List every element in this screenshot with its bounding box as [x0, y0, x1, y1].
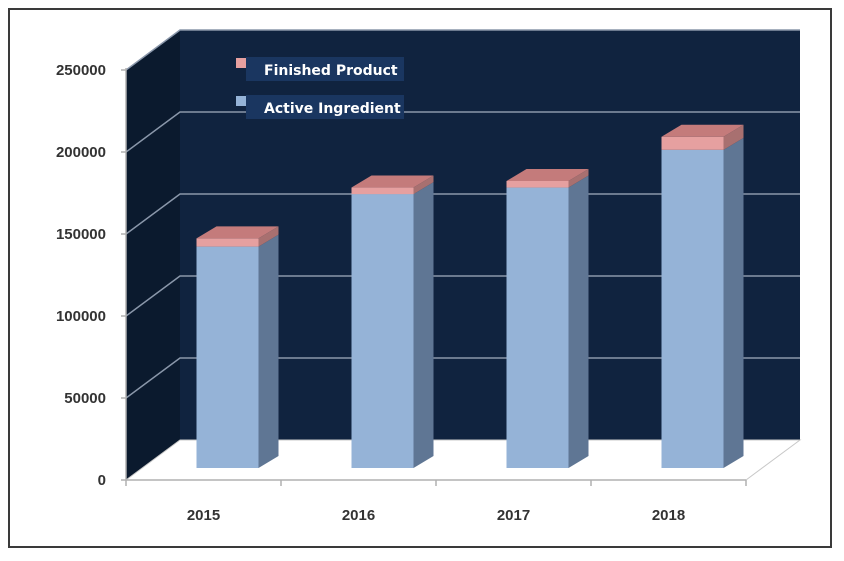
bar-finished-product-2016 [351, 187, 414, 195]
gridlines [121, 29, 800, 486]
gridline [125, 193, 800, 235]
bar-top-2016 [351, 175, 434, 188]
bar-side-2017 [568, 169, 589, 188]
x-tick-label: 2018 [652, 507, 685, 524]
y-tick-label: 100000 [56, 308, 106, 325]
bar-side-2018 [723, 137, 744, 468]
bar-side-2015 [258, 234, 279, 468]
gridline [125, 111, 800, 153]
legend-swatch-active-ingredient [236, 96, 246, 106]
y-tick-label: 200000 [56, 144, 106, 161]
x-tick-label: 2016 [342, 507, 375, 524]
gridline [125, 357, 800, 399]
bar-top-2017 [506, 169, 589, 181]
bar-active-ingredient-2017 [506, 187, 569, 468]
x-axis: 2015 2016 2017 2018 [187, 507, 685, 524]
bar-side-2017 [568, 175, 589, 468]
y-tick-label: 150000 [56, 226, 106, 243]
gridline [125, 275, 800, 317]
bar-active-ingredient-2015 [196, 246, 259, 468]
legend-label-finished-product: Finished Product [264, 63, 398, 79]
bar-top-2015 [196, 226, 279, 239]
back-wall [180, 30, 800, 440]
legend-background [246, 57, 404, 81]
x-tick-label: 2017 [497, 507, 530, 524]
bar-side-2016 [413, 175, 434, 195]
bar-active-ingredient-2018 [661, 149, 724, 468]
bar-active-ingredient-2016 [351, 194, 414, 468]
y-tick-label: 50000 [64, 390, 106, 407]
bar-side-2015 [258, 226, 279, 247]
bar-finished-product-2018 [661, 136, 724, 150]
legend: Finished Product Active Ingredient [236, 57, 404, 119]
legend-swatch-finished-product [236, 58, 246, 68]
bar-side-2016 [413, 182, 434, 468]
bar-finished-product-2017 [506, 181, 569, 188]
legend-label-active-ingredient: Active Ingredient [264, 101, 401, 117]
bar-finished-product-2015 [196, 238, 259, 247]
y-axis: 0 50000 100000 150000 200000 250000 [56, 62, 106, 489]
side-wall [126, 30, 180, 480]
y-tick-label: 0 [98, 472, 106, 489]
x-tick-label: 2015 [187, 507, 220, 524]
bars [196, 124, 744, 468]
gridline [125, 29, 800, 71]
y-tick-label: 250000 [56, 62, 106, 79]
legend-background [246, 95, 404, 119]
bar-side-2018 [723, 124, 744, 150]
bar-top-2018 [661, 124, 744, 137]
